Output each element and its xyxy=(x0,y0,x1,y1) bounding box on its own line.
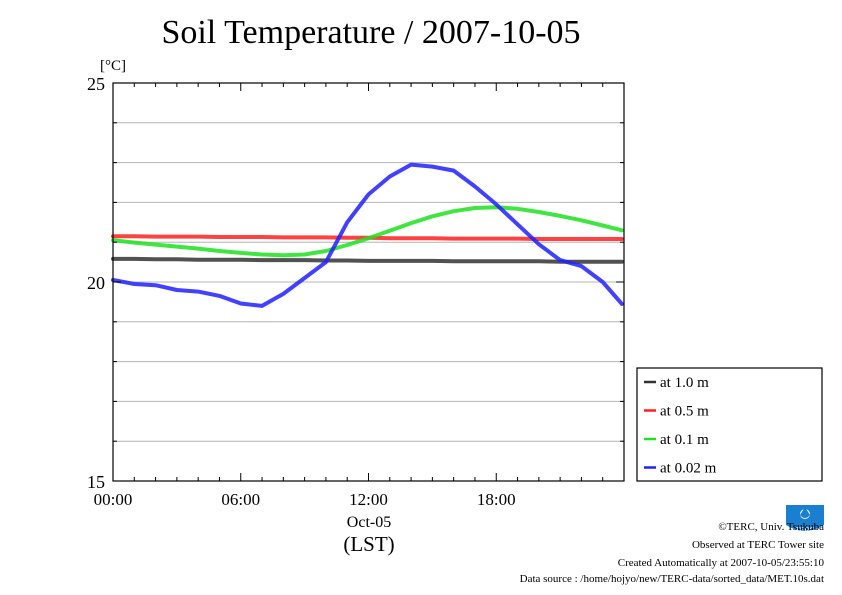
terc-logo: TERC xyxy=(784,503,826,542)
legend-label: at 1.0 m xyxy=(660,375,709,391)
x-tick-label: 00:00 xyxy=(94,490,133,509)
y-tick-label: 25 xyxy=(87,74,105,94)
y-tick-label: 15 xyxy=(87,472,105,492)
x-tick-label: 18:00 xyxy=(477,490,516,509)
grid-lines xyxy=(113,122,624,442)
legend-label: at 0.5 m xyxy=(660,404,709,420)
y-axis-label: [°C] xyxy=(100,58,126,74)
legend-box xyxy=(636,367,823,482)
series-line-at-0-02-m xyxy=(111,162,624,308)
legend: at 1.0 m at 0.5 m at 0.1 m at 0.02 m xyxy=(636,367,823,482)
x-axis-label: (LST) xyxy=(343,532,394,556)
x-tick-label: 12:00 xyxy=(349,490,388,509)
logo-text: TERC xyxy=(795,527,814,534)
y-tick-label: 20 xyxy=(87,273,105,293)
legend-label: at 0.1 m xyxy=(660,432,709,448)
created-text: Created Automatically at 2007-10-05/23:5… xyxy=(617,557,824,569)
series-line-at-0-1-m xyxy=(111,205,624,258)
source-text: Data source : /home/hojyo/new/TERC-data/… xyxy=(519,573,824,585)
legend-label: at 0.02 m xyxy=(660,461,717,477)
x-tick-label: 06:00 xyxy=(221,490,260,509)
series-line-at-1-0-m xyxy=(111,256,624,264)
observed-text: Observed at TERC Tower site xyxy=(691,539,824,551)
x-date-label: Oct-05 xyxy=(347,514,391,531)
chart-title: Soil Temperature / 2007-10-05 xyxy=(161,14,581,51)
series-lines xyxy=(111,162,624,308)
copyright-text: ©TERC, Univ. Tsukuba xyxy=(718,521,824,533)
